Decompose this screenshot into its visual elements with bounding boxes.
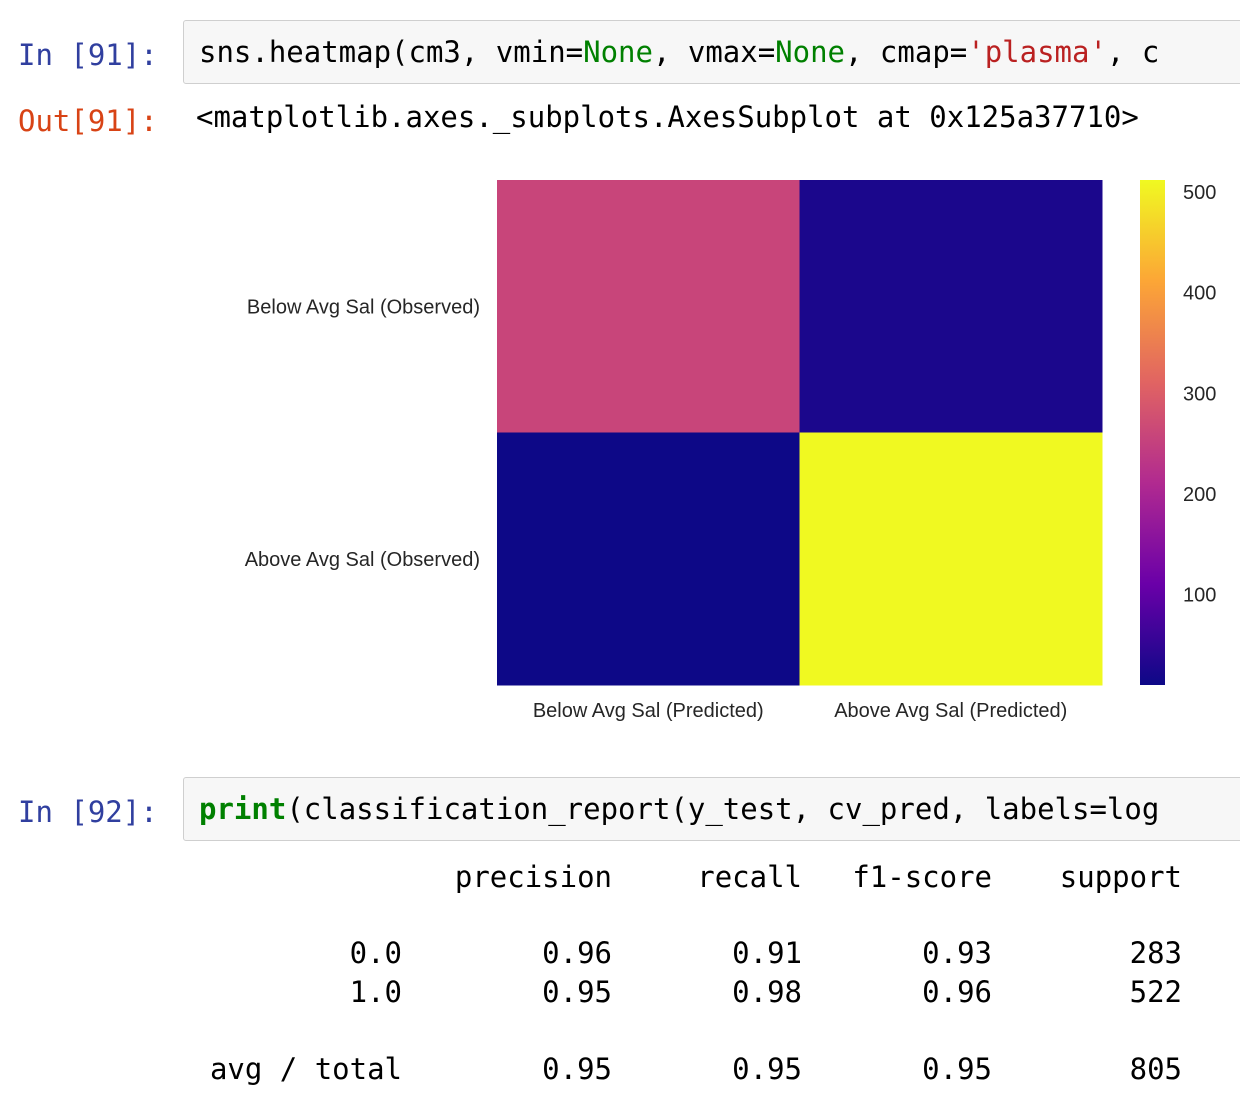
heatmap-chart: Below Avg Sal (Observed) Above Avg Sal (O… bbox=[245, 180, 1216, 722]
code-text: sns.heatmap(cm3, vmin= bbox=[199, 35, 584, 69]
report-cell: 0.95 bbox=[542, 975, 612, 1009]
heatmap-cell bbox=[497, 180, 800, 433]
report-cell: 0.91 bbox=[732, 936, 802, 970]
report-row-label: 1.0 bbox=[349, 975, 402, 1009]
output-text: <matplotlib.axes._subplots.AxesSubplot a… bbox=[196, 100, 1139, 134]
output-prompt: Out[91]: bbox=[18, 104, 158, 138]
code-text: , cmap= bbox=[845, 35, 968, 69]
input-prompt: In [92]: bbox=[18, 795, 158, 829]
report-cell: 0.96 bbox=[542, 936, 612, 970]
code-keyword: None bbox=[583, 35, 653, 69]
code-keyword: None bbox=[775, 35, 846, 69]
code-builtin: print bbox=[199, 792, 287, 826]
report-total-label: avg / total bbox=[209, 1052, 402, 1086]
row-label: Above Avg Sal (Observed) bbox=[245, 549, 480, 571]
heatmap-cell bbox=[799, 180, 1103, 433]
code-line: print(classification_report(y_test, cv_p… bbox=[199, 792, 1159, 826]
report-total-cell: 0.95 bbox=[922, 1052, 992, 1086]
heatmap-cell bbox=[497, 432, 800, 686]
column-label: Above Avg Sal (Predicted) bbox=[834, 700, 1067, 722]
report-cell: 0.96 bbox=[922, 975, 992, 1009]
report-header: recall bbox=[697, 860, 802, 894]
report-header: precision bbox=[454, 860, 612, 894]
report-total-cell: 0.95 bbox=[542, 1052, 612, 1086]
colorbar bbox=[1140, 180, 1165, 685]
code-text: , c bbox=[1106, 35, 1160, 69]
code-cell-input[interactable]: print(classification_report(y_test, cv_p… bbox=[183, 777, 1240, 841]
report-header: f1-score bbox=[852, 860, 992, 894]
code-line: sns.heatmap(cm3, vmin=None, vmax=None, c… bbox=[199, 35, 1159, 69]
code-string: 'plasma' bbox=[967, 35, 1107, 69]
code-cell-input[interactable]: sns.heatmap(cm3, vmin=None, vmax=None, c… bbox=[183, 20, 1240, 84]
input-prompt: In [91]: bbox=[18, 38, 158, 72]
column-label: Below Avg Sal (Predicted) bbox=[533, 700, 764, 722]
colorbar-tick-label: 500 bbox=[1183, 182, 1216, 204]
report-cell: 0.98 bbox=[732, 975, 802, 1009]
report-cell: 522 bbox=[1129, 975, 1182, 1009]
report-row-label: 0.0 bbox=[349, 936, 402, 970]
row-label: Below Avg Sal (Observed) bbox=[247, 296, 480, 318]
report-cell: 283 bbox=[1129, 936, 1182, 970]
report-header: support bbox=[1059, 860, 1182, 894]
report-cell: 0.93 bbox=[922, 936, 992, 970]
report-total-cell: 805 bbox=[1129, 1052, 1182, 1086]
heatmap-cell bbox=[799, 432, 1103, 686]
colorbar-tick-label: 400 bbox=[1183, 283, 1216, 305]
code-text: , vmax= bbox=[652, 35, 776, 69]
colorbar-tick-label: 100 bbox=[1183, 584, 1216, 606]
colorbar-tick-label: 200 bbox=[1183, 484, 1216, 506]
report-total-cell: 0.95 bbox=[732, 1052, 802, 1086]
colorbar-tick-label: 300 bbox=[1183, 383, 1216, 405]
code-text: (classification_report(y_test, cv_pred, … bbox=[286, 792, 1160, 826]
